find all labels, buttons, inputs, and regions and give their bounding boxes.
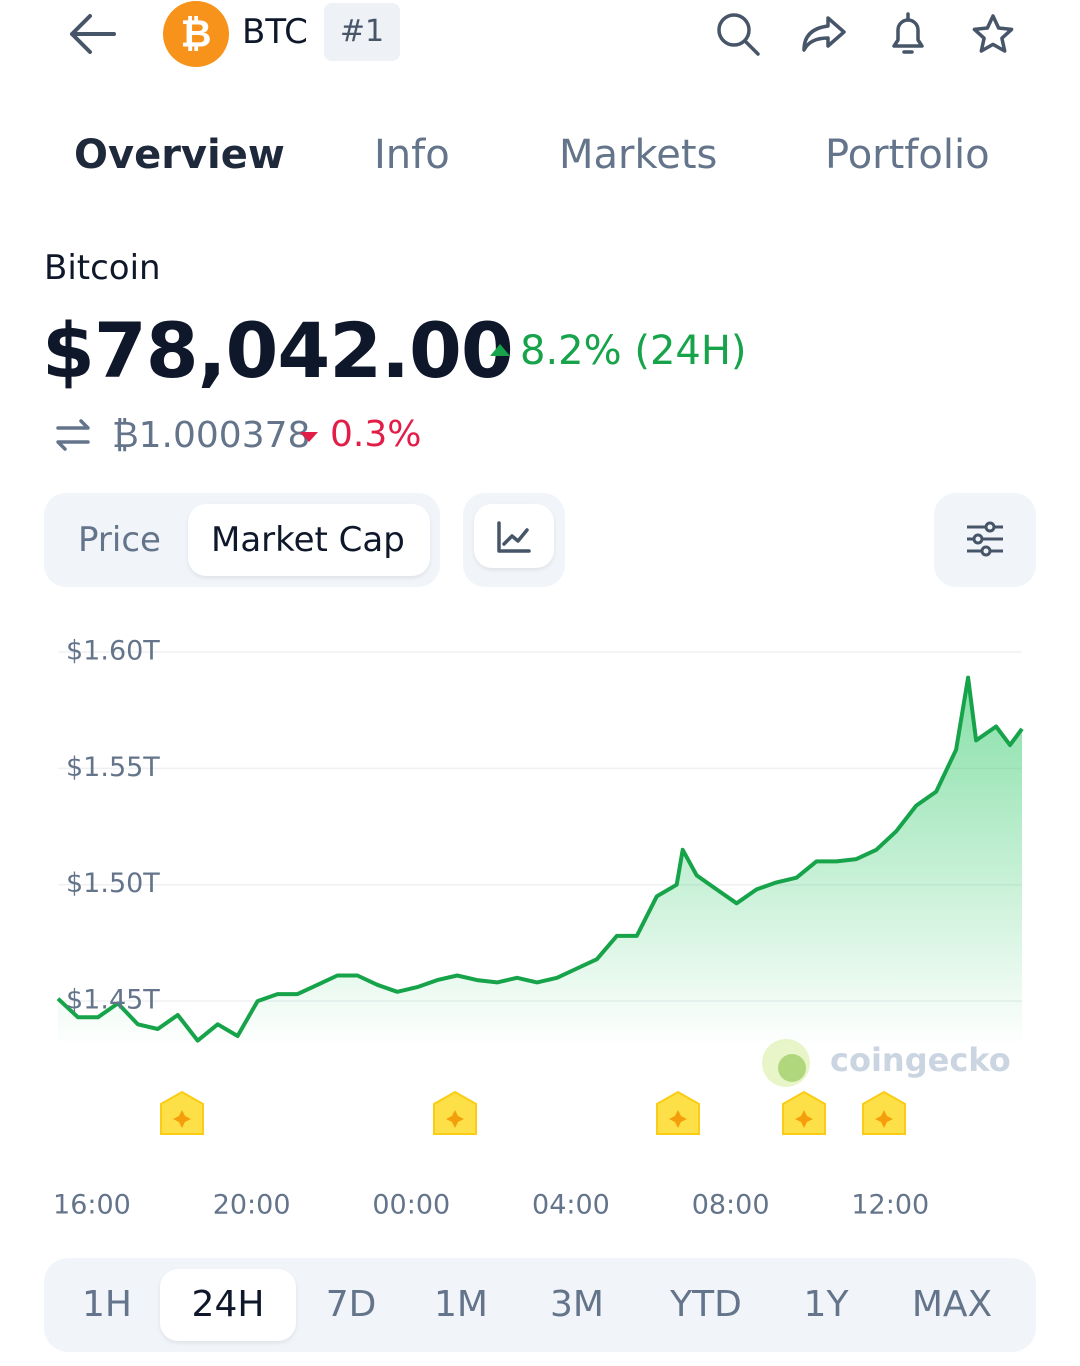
event-star [875,1110,893,1128]
range-option[interactable]: 3M [550,1284,604,1325]
y-tick-label: $1.45T [66,985,160,1016]
event-star [446,1110,464,1128]
event-star [795,1110,813,1128]
settings-icon [967,521,1003,557]
range-option[interactable]: 1Y [803,1284,849,1325]
range-option[interactable]: 7D [325,1284,377,1325]
price: $78,042.00 [42,306,514,395]
range-option[interactable]: 1H [82,1284,132,1325]
coin-name: Bitcoin [44,248,161,288]
coin-icon: ₿ [163,1,229,67]
x-tick-label: 16:00 [53,1190,131,1221]
x-tick-label: 12:00 [851,1190,929,1221]
btc-price: ₿1.000378 [112,415,311,456]
watermark-logo-inner [778,1054,806,1082]
x-tick-label: 00:00 [372,1190,450,1221]
event-markers [160,1090,906,1135]
range-option[interactable]: 1M [434,1284,488,1325]
price-change: 8.2% (24H) [520,328,747,374]
tab[interactable]: Markets [559,132,718,178]
toggle-option[interactable]: Price [78,520,161,560]
range-option[interactable]: MAX [911,1284,993,1325]
back-button[interactable] [66,12,118,56]
x-tick-label: 04:00 [532,1190,610,1221]
alert-button[interactable] [886,10,930,58]
y-tick-label: $1.50T [66,868,160,899]
symbol: BTC [242,12,308,52]
range-highlight [160,1269,296,1341]
toggle-highlight [188,504,430,576]
btc-change: 0.3% [330,414,422,455]
down-arrow [300,432,318,442]
event-star [669,1110,687,1128]
tab[interactable]: Info [374,132,450,178]
tab[interactable]: Overview [74,132,285,178]
tab[interactable]: Portfolio [825,132,990,178]
x-tick-label: 20:00 [213,1190,291,1221]
area [58,677,1022,1048]
event-star [173,1110,191,1128]
toggle-option[interactable]: Market Cap [211,520,405,560]
favorite-button[interactable] [970,12,1016,56]
range-option[interactable]: 24H [191,1284,265,1325]
rank-badge: #1 [324,3,400,61]
range-option[interactable]: YTD [670,1284,742,1325]
share-button[interactable] [800,12,848,56]
y-tick-label: $1.60T [66,636,160,667]
up-arrow [490,344,510,356]
convert-icon [56,419,90,451]
chart: coingecko 16:00 20:00 00:00 04:00 08:00 12:00… [53,636,1024,1221]
svg-text:₿: ₿ [181,12,212,56]
line-chart-icon [497,521,531,553]
x-tick-label: 08:00 [692,1190,770,1221]
y-tick-label: $1.55T [66,752,160,783]
price-line [56,675,1024,1043]
search-button[interactable] [714,10,762,58]
